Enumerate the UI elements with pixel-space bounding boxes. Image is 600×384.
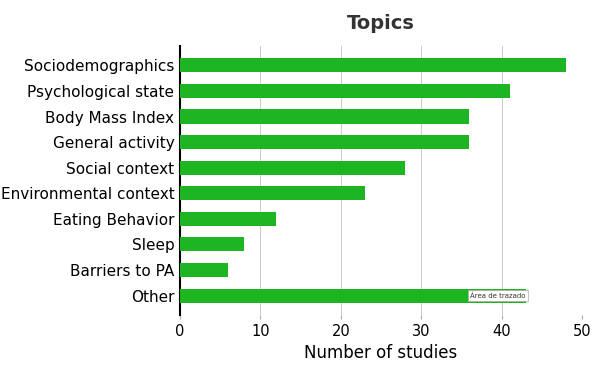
Text: Área de trazado: Área de trazado — [470, 292, 526, 299]
X-axis label: Number of studies: Number of studies — [304, 344, 458, 362]
Bar — [180, 237, 244, 252]
Bar — [180, 135, 469, 149]
Bar — [180, 263, 228, 277]
Bar — [180, 58, 566, 72]
Bar — [180, 289, 526, 303]
Bar — [180, 161, 405, 175]
Bar — [180, 109, 469, 124]
Title: Topics: Topics — [347, 15, 415, 33]
Bar — [180, 186, 365, 200]
Bar — [180, 84, 509, 98]
Bar — [180, 212, 277, 226]
